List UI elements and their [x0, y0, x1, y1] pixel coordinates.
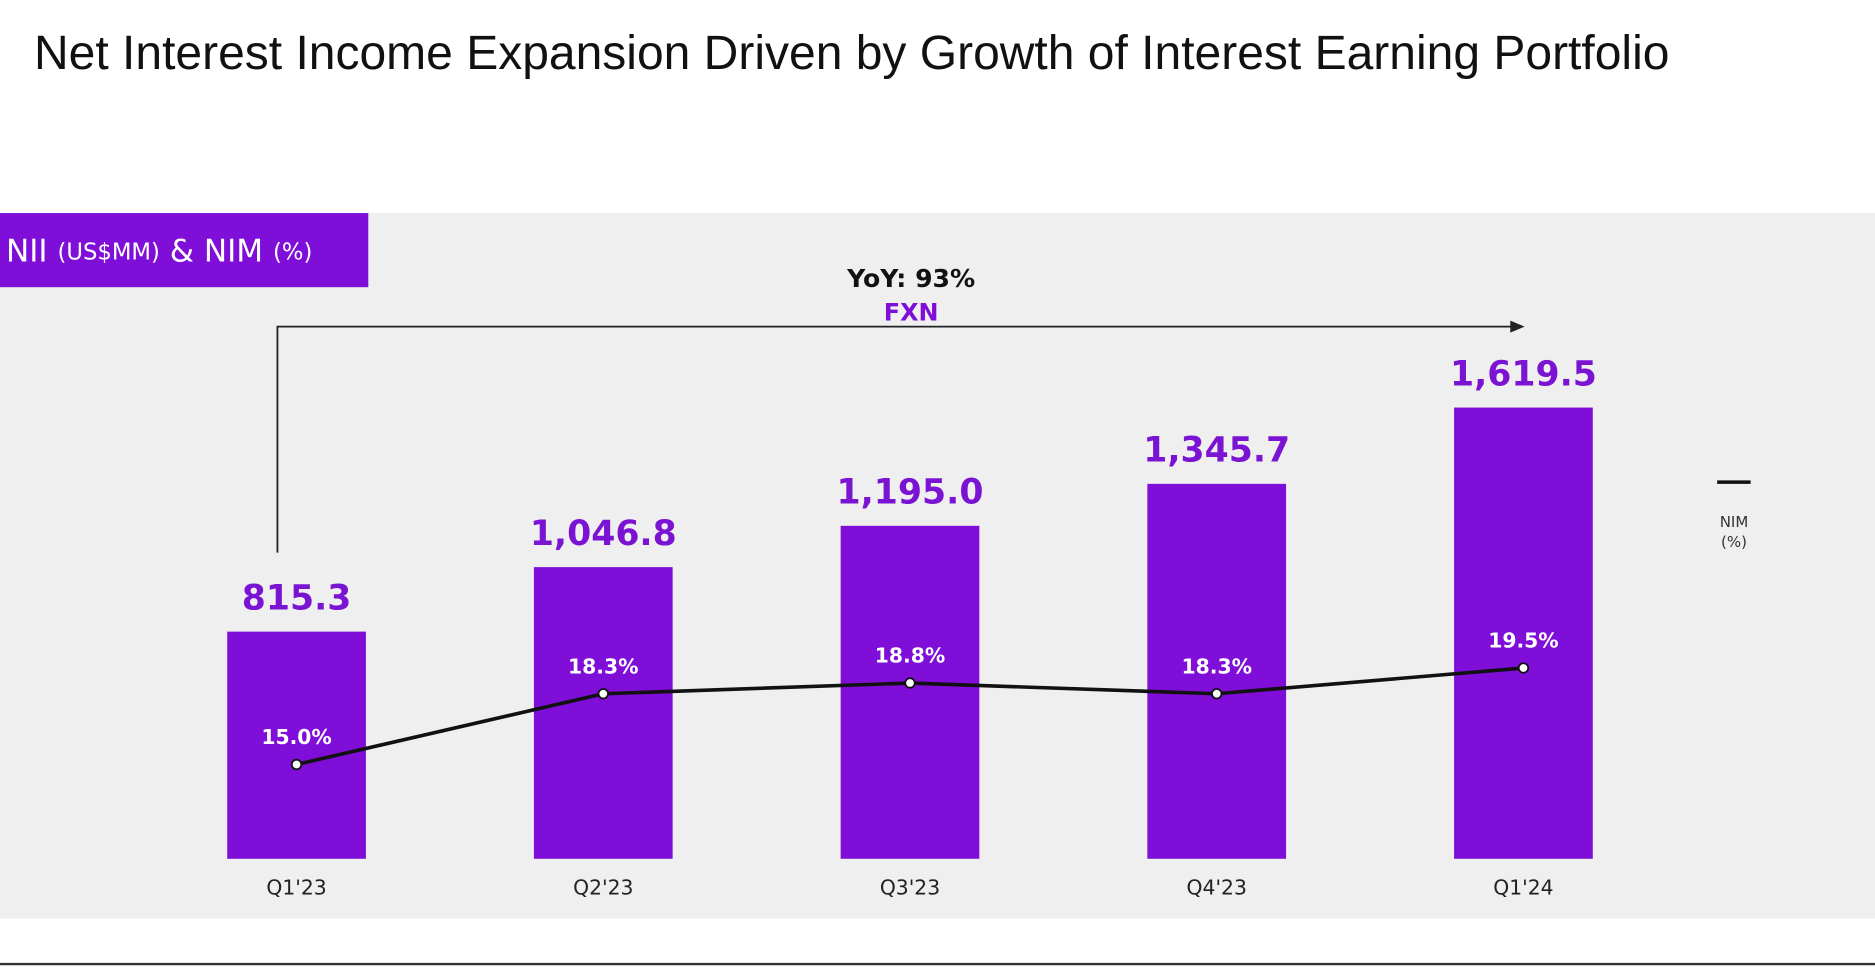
badge-text: NII (US$MM) & NIM (%) — [6, 234, 312, 270]
nim-value-label: 15.0% — [261, 725, 331, 749]
legend-label: NIM (%) — [1719, 513, 1749, 551]
bar-value-label: 1,046.8 — [530, 514, 677, 554]
nim-point — [290, 758, 303, 771]
bar-value-label: 815.3 — [242, 578, 352, 618]
bar-value-label: 1,195.0 — [837, 473, 984, 513]
bar — [227, 631, 366, 859]
nim-value-label: 18.3% — [568, 654, 638, 678]
nim-point — [1211, 688, 1223, 700]
bar-value-label: 1,345.7 — [1143, 431, 1290, 471]
x-tick-label: Q1'23 — [266, 876, 326, 900]
x-tick-label: Q2'23 — [573, 876, 633, 900]
x-tick-label: Q3'23 — [880, 876, 940, 900]
nim-point — [1517, 662, 1530, 674]
nim-value-label: 18.8% — [875, 644, 945, 668]
badge-part: (US$MM) — [57, 239, 159, 265]
bar-value-label: 1,619.5 — [1450, 354, 1597, 394]
arrow-head — [1510, 320, 1525, 333]
nim-value-label: 19.5% — [1488, 629, 1558, 653]
nim-value-label: 18.3% — [1181, 654, 1251, 678]
badge-part: (%) — [273, 239, 312, 265]
annotation: YoY: 93% — [846, 264, 975, 293]
bar — [840, 525, 980, 859]
x-tick-label: Q1'24 — [1493, 876, 1553, 900]
annotation: FXN — [884, 299, 939, 327]
bar — [1454, 407, 1593, 859]
growth-arrow — [276, 325, 1512, 553]
x-tick-label: Q4'23 — [1187, 876, 1247, 900]
chart-title: Net Interest Income Expansion Driven by … — [34, 27, 1670, 80]
nim-point — [904, 677, 916, 689]
bar — [533, 567, 673, 859]
badge — [0, 213, 369, 288]
badge-part: NII — [6, 234, 48, 270]
bar — [1147, 483, 1287, 859]
nim-point — [597, 688, 609, 700]
badge-part: & NIM — [170, 234, 263, 270]
